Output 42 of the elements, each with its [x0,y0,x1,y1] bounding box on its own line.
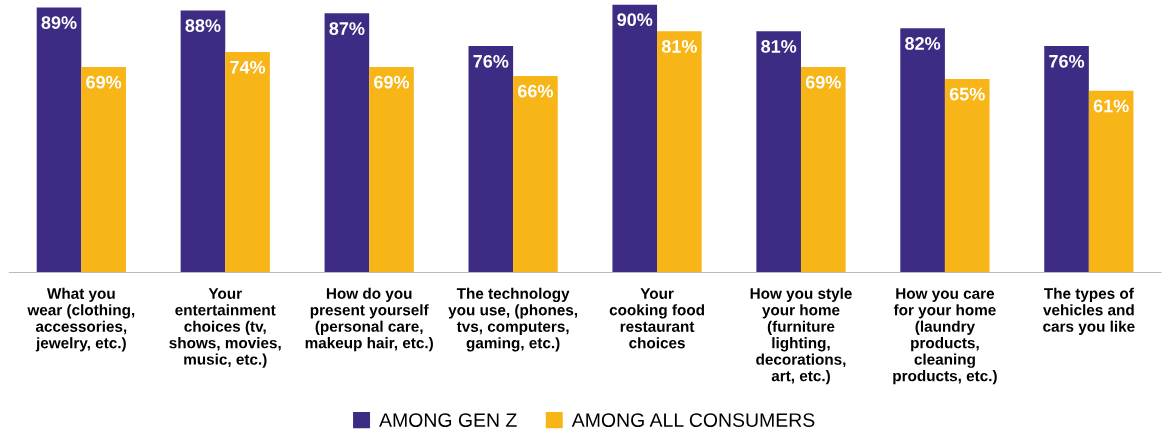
data-label: 81% [761,40,797,53]
data-label: 76% [473,54,509,68]
data-label: 69% [805,75,841,89]
legend-label: AMONG GEN Z [379,413,517,427]
bar [800,66,846,273]
data-label: 74% [230,60,266,74]
bar [944,78,990,273]
bar [81,66,126,273]
data-label: 81% [661,40,697,53]
x-tick-label: The types of vehicles and cars you like [1043,287,1135,335]
bar [180,10,226,273]
data-label: 61% [1093,99,1129,113]
x-tick-label: Your cooking food restaurant choices [609,288,704,349]
bar [1044,46,1089,273]
bar [1088,90,1134,273]
data-label: 65% [949,87,985,101]
bar [36,7,82,273]
bar [324,13,370,273]
legend-label: AMONG ALL CONSUMERS [571,413,815,427]
x-tick-label: Your entertainment choices (tv, shows, movies, music, etc.) [169,288,281,368]
data-label: 69% [86,75,122,89]
data-label: 88% [185,19,221,32]
data-label: 69% [374,75,410,89]
x-tick-label: How do you present yourself (personal care, makeup hair, etc.) [305,287,433,352]
data-label: 89% [41,16,77,29]
bar [468,46,514,273]
bar [513,75,558,273]
data-label: 82% [905,37,941,50]
data-label: 87% [329,22,365,35]
data-label: 90% [617,13,653,27]
bar [756,31,801,273]
bar [900,28,945,273]
x-tick-label: How you care for your home (laundry products, cleaning products, etc.) [893,288,997,385]
x-tick-label: The technology you use, (phones, tvs, computers, gaming, etc.) [448,287,578,352]
bar [657,31,702,273]
bar [369,66,414,273]
x-tick-label: What you wear (clothing, accessories, jewelry, etc.) [27,287,135,352]
data-label: 66% [518,84,554,98]
bar [612,4,658,273]
x-tick-label: How you style your home (furniture lighting, decorations, art, etc.) [750,287,852,385]
data-label: 76% [1049,54,1085,68]
bar [225,52,270,273]
